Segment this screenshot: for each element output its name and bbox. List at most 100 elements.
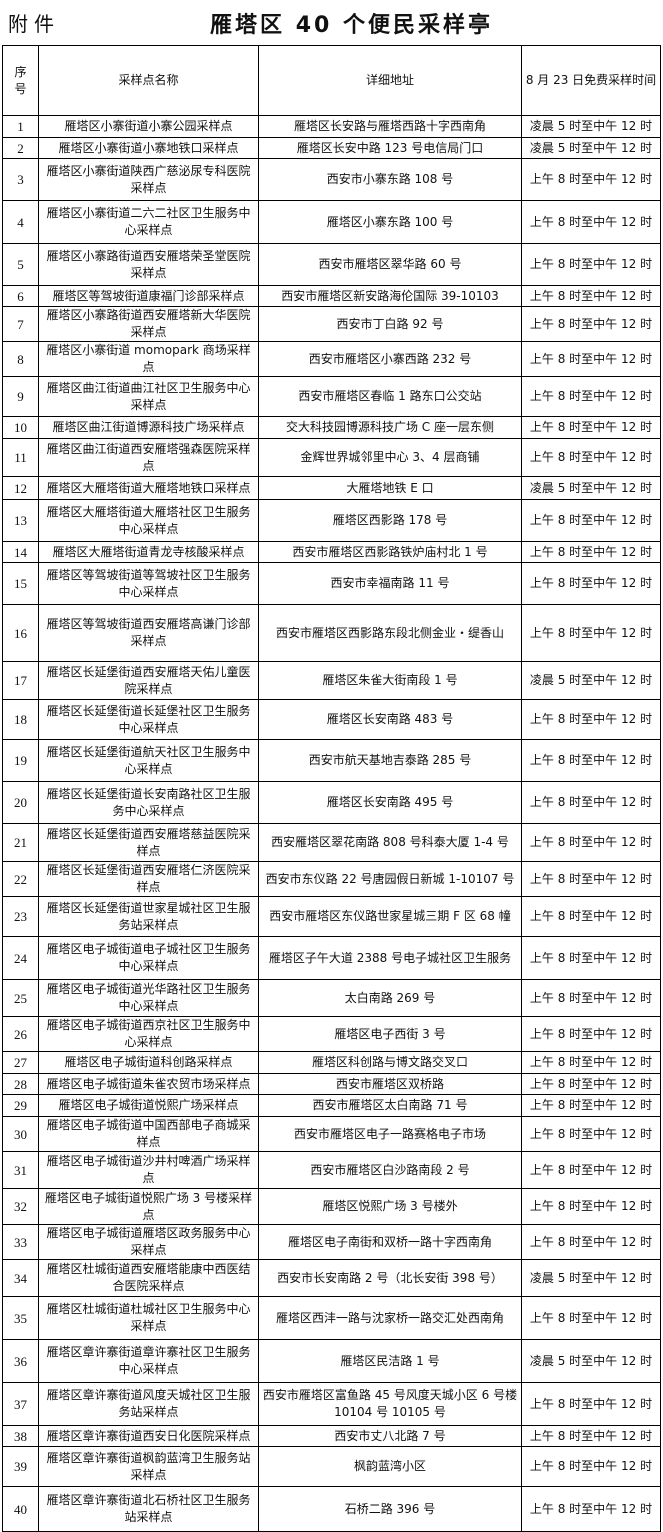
cell-sampling-time: 上午 8 时至中午 12 时 (521, 376, 661, 417)
cell-address: 西安市航天基地吉泰路 285 号 (258, 739, 522, 782)
cell-site-name: 雁塔区小寨街道陕西广慈泌尿专科医院采样点 (38, 158, 259, 201)
table-row: 31 雁塔区电子城街道沙井村啤酒广场采样点 西安市雁塔区白沙路南段 2 号上午 8 … (2, 1151, 661, 1189)
cell-index: 38 (2, 1425, 39, 1447)
cell-site-name: 雁塔区章许寨街道风度天城社区卫生服务站采样点 (38, 1382, 259, 1426)
cell-site-name: 雁塔区电子城街道中国西部电子商城采样点 (38, 1116, 259, 1152)
table-row: 25 雁塔区电子城街道光华路社区卫生服务中心采样点 太白南路 269 号上午 8 时… (2, 979, 661, 1017)
cell-address: 雁塔区电子西街 3 号 (258, 1016, 522, 1052)
cell-site-name: 雁塔区等驾坡街道康福门诊部采样点 (38, 285, 259, 307)
cell-sampling-time: 凌晨 5 时至中午 12 时 (521, 115, 661, 138)
cell-index: 5 (2, 243, 39, 286)
cell-address: 西安市雁塔区东仪路世家星城三期 F 区 68 幢 (258, 896, 522, 937)
table-row: 28 雁塔区电子城街道朱雀农贸市场采样点 西安市雁塔区双桥路 上午 8 时至中午 12… (2, 1073, 661, 1095)
cell-sampling-time: 上午 8 时至中午 12 时 (521, 1073, 661, 1095)
cell-index: 15 (2, 562, 39, 605)
cell-index: 10 (2, 416, 39, 439)
cell-site-name: 雁塔区电子城街道雁塔区政务服务中心采样点 (38, 1224, 259, 1260)
cell-index: 6 (2, 285, 39, 307)
cell-address: 西安市雁塔区西影路铁炉庙村北 1 号 (258, 541, 522, 563)
cell-index: 7 (2, 306, 39, 342)
cell-sampling-time: 上午 8 时至中午 12 时 (521, 416, 661, 439)
cell-sampling-time: 上午 8 时至中午 12 时 (521, 604, 661, 662)
cell-site-name: 雁塔区曲江街道西安雁塔强森医院采样点 (38, 438, 259, 477)
cell-site-name: 雁塔区小寨路街道西安雁塔新大华医院采样点 (38, 306, 259, 342)
cell-index: 3 (2, 158, 39, 201)
cell-site-name: 雁塔区长延堡街道西安雁塔天佑儿童医院采样点 (38, 661, 259, 700)
cell-index: 4 (2, 200, 39, 244)
cell-sampling-time: 上午 8 时至中午 12 时 (521, 243, 661, 286)
table-row: 29 雁塔区电子城街道悦熙广场采样点 西安市雁塔区太白南路 71 号上午 8 时至中… (2, 1094, 661, 1117)
cell-site-name: 雁塔区等驾坡街道西安雁塔高谦门诊部采样点 (38, 604, 259, 662)
cell-index: 37 (2, 1382, 39, 1426)
table-row: 27 雁塔区电子城街道科创路采样点 雁塔区科创路与博文路交叉口 上午 8 时至中午 1… (2, 1051, 661, 1074)
cell-sampling-time: 上午 8 时至中午 12 时 (521, 341, 661, 377)
table-row: 2 雁塔区小寨街道小寨地铁口采样点 雁塔区长安中路 123 号电信局门口 凌晨 5 时… (2, 137, 661, 159)
table-row: 20 雁塔区长延堡街道长安南路社区卫生服务中心采样点 雁塔区长安南路 495 号上午… (2, 781, 661, 824)
cell-site-name: 雁塔区电子城街道悦熙广场采样点 (38, 1094, 259, 1117)
cell-index: 19 (2, 739, 39, 782)
column-header-index: 序号 (2, 45, 39, 116)
cell-site-name: 雁塔区长延堡街道世家星城社区卫生服务站采样点 (38, 896, 259, 937)
cell-site-name: 雁塔区长延堡街道西安雁塔仁济医院采样点 (38, 861, 259, 897)
cell-site-name: 雁塔区电子城街道朱雀农贸市场采样点 (38, 1073, 259, 1095)
table-row: 9 雁塔区曲江街道曲江社区卫生服务中心采样点 西安市雁塔区春临 1 路东口公交站 上午… (2, 376, 661, 417)
cell-sampling-time: 上午 8 时至中午 12 时 (521, 1188, 661, 1225)
cell-index: 23 (2, 896, 39, 937)
cell-index: 32 (2, 1188, 39, 1225)
cell-sampling-time: 凌晨 5 时至中午 12 时 (521, 476, 661, 500)
cell-sampling-time: 上午 8 时至中午 12 时 (521, 1116, 661, 1152)
column-header-time: 8 月 23 日免费采样时间 (521, 45, 661, 116)
cell-site-name: 雁塔区长延堡街道长安南路社区卫生服务中心采样点 (38, 781, 259, 824)
cell-index: 31 (2, 1151, 39, 1189)
cell-site-name: 雁塔区电子城街道沙井村啤酒广场采样点 (38, 1151, 259, 1189)
cell-sampling-time: 上午 8 时至中午 12 时 (521, 1486, 661, 1532)
cell-address: 枫韵蓝湾小区 (258, 1446, 522, 1487)
cell-index: 24 (2, 936, 39, 980)
table-row: 33 雁塔区电子城街道雁塔区政务服务中心采样点 雁塔区电子南街和双桥一路十字西南角上… (2, 1224, 661, 1260)
cell-address: 雁塔区长安南路 495 号 (258, 781, 522, 824)
table-row: 17 雁塔区长延堡街道西安雁塔天佑儿童医院采样点 雁塔区朱雀大街南段 1 号凌晨 5… (2, 661, 661, 700)
cell-index: 36 (2, 1339, 39, 1383)
table-row: 24 雁塔区电子城街道电子城社区卫生服务中心采样点 雁塔区子午大道 2388 号电子… (2, 936, 661, 980)
cell-site-name: 雁塔区电子城街道西京社区卫生服务中心采样点 (38, 1016, 259, 1052)
table-row: 18 雁塔区长延堡街道长延堡社区卫生服务中心采样点 雁塔区长安南路 483 号上午 … (2, 699, 661, 740)
table-row: 6 雁塔区等驾坡街道康福门诊部采样点 西安市雁塔区新安路海伦国际 39-10103 上… (2, 285, 661, 307)
cell-sampling-time: 上午 8 时至中午 12 时 (521, 781, 661, 824)
cell-sampling-time: 上午 8 时至中午 12 时 (521, 1446, 661, 1487)
cell-index: 9 (2, 376, 39, 417)
cell-site-name: 雁塔区长延堡街道长延堡社区卫生服务中心采样点 (38, 699, 259, 740)
cell-site-name: 雁塔区大雁塔街道大雁塔社区卫生服务中心采样点 (38, 499, 259, 542)
cell-sampling-time: 上午 8 时至中午 12 时 (521, 1051, 661, 1074)
cell-site-name: 雁塔区大雁塔街道青龙寺核酸采样点 (38, 541, 259, 563)
cell-address: 西安市小寨东路 108 号 (258, 158, 522, 201)
cell-index: 40 (2, 1486, 39, 1532)
table-row: 34 雁塔区杜城街道西安雁塔能康中西医结合医院采样点 西安市长安南路 2 号（北长安… (2, 1259, 661, 1297)
cell-index: 25 (2, 979, 39, 1017)
cell-sampling-time: 上午 8 时至中午 12 时 (521, 562, 661, 605)
table-row: 4 雁塔区小寨街道二六二社区卫生服务中心采样点 雁塔区小寨东路 100 号上午 8 … (2, 200, 661, 244)
table-row: 36 雁塔区章许寨街道章许寨社区卫生服务中心采样点 雁塔区民洁路 1 号凌晨 5 时… (2, 1339, 661, 1383)
cell-index: 11 (2, 438, 39, 477)
table-row: 35 雁塔区杜城街道杜城社区卫生服务中心采样点 雁塔区西沣一路与沈家桥一路交汇处西南… (2, 1296, 661, 1340)
cell-site-name: 雁塔区小寨街道小寨地铁口采样点 (38, 137, 259, 159)
cell-site-name: 雁塔区电子城街道光华路社区卫生服务中心采样点 (38, 979, 259, 1017)
cell-sampling-time: 上午 8 时至中午 12 时 (521, 1094, 661, 1117)
cell-site-name: 雁塔区小寨街道 momopark 商场采样点 (38, 341, 259, 377)
cell-index: 8 (2, 341, 39, 377)
cell-site-name: 雁塔区小寨街道小寨公园采样点 (38, 115, 259, 138)
cell-address: 西安市雁塔区太白南路 71 号 (258, 1094, 522, 1117)
page-title: 雁塔区 40 个便民采样亭 (210, 13, 493, 38)
cell-address: 西安市雁塔区双桥路 (258, 1073, 522, 1095)
table-row: 37 雁塔区章许寨街道风度天城社区卫生服务站采样点 西安市雁塔区富鱼路 45 号风度… (2, 1382, 661, 1426)
cell-site-name: 雁塔区小寨街道二六二社区卫生服务中心采样点 (38, 200, 259, 244)
cell-site-name: 雁塔区长延堡街道西安雁塔慈益医院采样点 (38, 823, 259, 862)
table-row: 15 雁塔区等驾坡街道等驾坡社区卫生服务中心采样点 西安市幸福南路 11 号上午 8… (2, 562, 661, 605)
cell-index: 28 (2, 1073, 39, 1095)
cell-site-name: 雁塔区电子城街道悦熙广场 3 号楼采样点 (38, 1188, 259, 1225)
cell-address: 金辉世界城邻里中心 3、4 层商铺 (258, 438, 522, 477)
table-row: 38 雁塔区章许寨街道西安日化医院采样点 西安市丈八北路 7 号上午 8 时至中午 … (2, 1425, 661, 1447)
table-row: 40 雁塔区章许寨街道北石桥社区卫生服务站采样点 石桥二路 396 号上午 8 时至… (2, 1486, 661, 1532)
cell-index: 17 (2, 661, 39, 700)
cell-sampling-time: 凌晨 5 时至中午 12 时 (521, 1339, 661, 1383)
cell-address: 西安雁塔区翠花南路 808 号科泰大厦 1-4 号 (258, 823, 522, 862)
